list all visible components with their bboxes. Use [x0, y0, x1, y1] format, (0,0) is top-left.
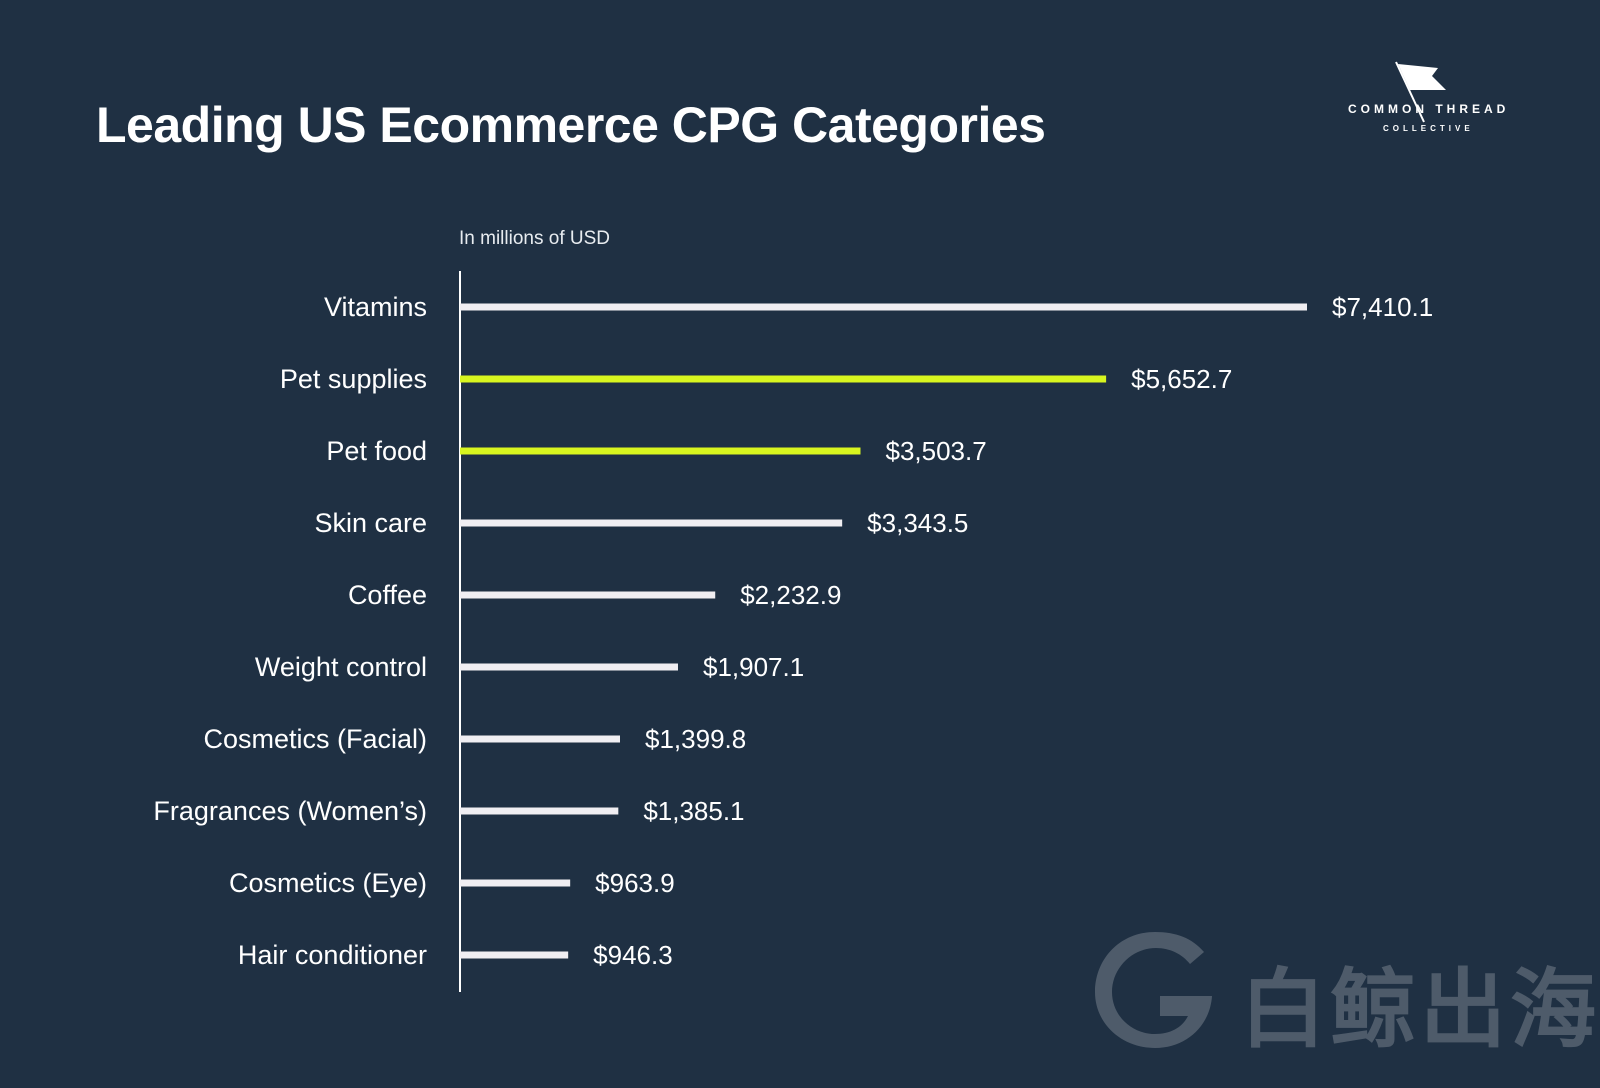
logo-text: COMMON THREAD	[1348, 102, 1510, 116]
bar-9	[460, 951, 569, 959]
bar-7	[460, 807, 619, 815]
category-label: Vitamins	[324, 292, 427, 322]
category-label: Cosmetics (Eye)	[229, 868, 427, 898]
bar-2	[460, 447, 861, 455]
chart-title: Leading US Ecommerce CPG Categories	[96, 97, 1046, 153]
watermark: 白鲸出海	[1090, 924, 1596, 1058]
value-label: $1,907.1	[703, 652, 804, 682]
category-label: Cosmetics (Facial)	[203, 724, 427, 754]
bar-0	[460, 303, 1307, 311]
whale-logo-icon	[1095, 932, 1212, 1048]
bar-8	[460, 879, 571, 887]
value-label: $963.9	[595, 868, 675, 898]
category-label: Pet supplies	[280, 364, 427, 394]
category-label: Pet food	[326, 436, 427, 466]
value-label: $5,652.7	[1131, 364, 1232, 394]
common-thread-logo: COMMON THREAD COLLECTIVE	[1348, 60, 1546, 140]
bar-4	[460, 591, 716, 599]
flag-icon	[1395, 61, 1446, 123]
category-label: Skin care	[314, 508, 427, 538]
bar-5	[460, 663, 678, 671]
logo-subtext: COLLECTIVE	[1383, 124, 1474, 133]
value-label: $3,503.7	[885, 436, 986, 466]
value-label: $2,232.9	[740, 580, 841, 610]
value-label: $946.3	[593, 940, 673, 970]
chart-subtitle: In millions of USD	[459, 228, 610, 249]
value-label: $3,343.5	[867, 508, 968, 538]
value-label: $1,399.8	[645, 724, 746, 754]
bar-1	[460, 375, 1107, 383]
category-label: Weight control	[255, 652, 427, 682]
bar-3	[460, 519, 843, 527]
bar-6	[460, 735, 621, 743]
category-label: Fragrances (Women’s)	[153, 796, 427, 826]
category-label: Coffee	[348, 580, 427, 610]
watermark-text: 白鲸出海	[1240, 962, 1600, 1058]
value-label: $1,385.1	[643, 796, 744, 826]
value-label: $7,410.1	[1332, 292, 1433, 322]
category-label: Hair conditioner	[238, 940, 427, 970]
